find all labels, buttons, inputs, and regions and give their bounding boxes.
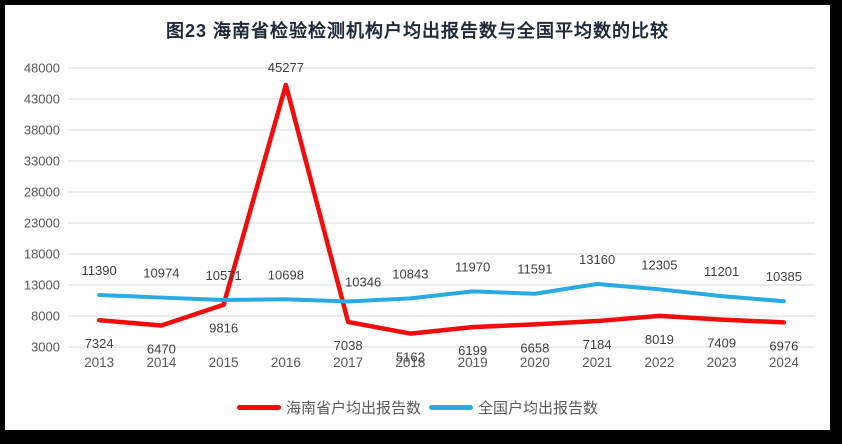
y-tick-label: 18000: [24, 247, 60, 262]
y-tick-label: 33000: [24, 154, 60, 169]
chart-title: 图23 海南省检验检测机构户均出报告数与全国平均数的比较: [165, 21, 670, 41]
x-tick-label: 2018: [395, 355, 425, 370]
data-label: 11970: [455, 259, 490, 274]
data-label: 11390: [82, 263, 117, 278]
data-label: 11201: [704, 264, 739, 279]
x-tick-label: 2017: [333, 355, 363, 370]
national-series-line: [97, 282, 786, 304]
legend-item-hainan: 海南省户均出报告数: [236, 397, 421, 418]
x-tick-label: 2016: [271, 355, 301, 370]
data-label: 7184: [583, 337, 612, 352]
data-label: 10385: [766, 269, 802, 284]
y-tick-label: 28000: [24, 185, 60, 200]
y-tick-label: 3000: [31, 340, 60, 355]
data-label: 6470: [147, 341, 176, 356]
y-tick-label: 23000: [24, 216, 60, 231]
x-tick-label: 2015: [209, 355, 239, 370]
data-label: 10346: [345, 274, 381, 289]
y-tick-label: 38000: [24, 123, 60, 138]
data-label: 7324: [85, 336, 114, 351]
data-label: 6658: [520, 340, 549, 355]
x-tick-label: 2021: [582, 355, 612, 370]
data-label: 9816: [209, 321, 238, 336]
data-label: 13160: [579, 252, 615, 267]
data-label: 5162: [396, 350, 425, 365]
data-label: 10974: [143, 266, 179, 281]
y-tick-label: 8000: [31, 309, 60, 324]
data-label: 10698: [268, 267, 304, 282]
x-tick-label: 2013: [84, 355, 114, 370]
data-label: 45277: [268, 60, 304, 75]
x-tick-label: 2020: [520, 355, 550, 370]
hainan-series-line: [96, 82, 787, 336]
chart-canvas: 3000 8000 13000 18000 23000 28000 33000 38000 43…: [5, 5, 830, 430]
data-label: 6976: [769, 338, 798, 353]
legend-item-national: 全国户均出报告数: [429, 397, 598, 418]
x-tick-label: 2014: [146, 355, 177, 370]
data-label: 10843: [392, 266, 428, 281]
legend-label-national: 全国户均出报告数: [478, 400, 599, 417]
data-label: 8019: [645, 332, 674, 347]
x-tick-label: 2019: [458, 355, 488, 370]
hainan-line-swatch: [236, 405, 281, 410]
x-tick-label: 2023: [707, 355, 737, 370]
national-line-swatch: [429, 405, 473, 410]
data-label: 6199: [458, 343, 487, 358]
y-tick-label: 48000: [24, 61, 60, 76]
data-label: 10571: [206, 268, 242, 283]
data-label: 7409: [707, 336, 736, 351]
y-tick-label: 43000: [24, 92, 60, 107]
x-tick-label: 2024: [769, 355, 800, 370]
data-label: 7038: [334, 338, 363, 353]
x-tick-label: 2022: [644, 355, 674, 370]
data-label: 12305: [641, 257, 677, 272]
data-label: 11591: [517, 262, 552, 277]
legend-label-hainan: 海南省户均出报告数: [285, 400, 421, 417]
chart-svg: 3000 8000 13000 18000 23000 28000 33000 38000 43…: [24, 60, 815, 370]
y-tick-label: 13000: [24, 278, 60, 293]
legend: 海南省户均出报告数 全国户均出报告数: [5, 397, 830, 418]
